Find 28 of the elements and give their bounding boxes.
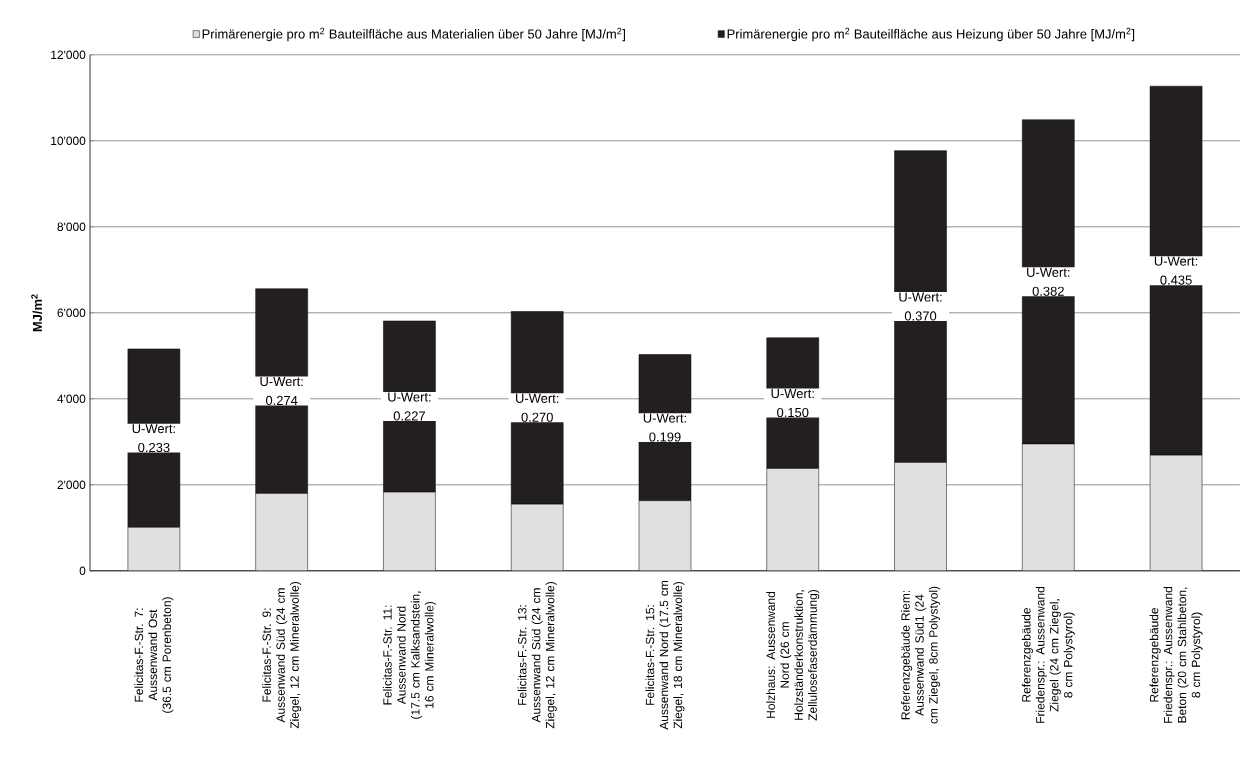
- x-tick-label: Felicitas-F.-Str. 15: Aussenwand Nord (17.5 cm Ziegel, 18 cm Mineralwolle): [645, 581, 685, 730]
- x-tick-label: Referenzgebäude Friedenspr.: Aussenwand Ziegel (24 cm Ziegel, 8 cm Polystyrol): [1021, 587, 1075, 723]
- legend-label: Primärenergie pro m$^{2}$ Bauteilfläche aus Heizung über 50 Jahre [MJ/m$^{2}$]: [727, 27, 1135, 42]
- y-tick-label: 10'000: [51, 136, 86, 146]
- text: MJ/m$^{2}$: [31, 294, 43, 332]
- x-tick-label: Referenzgebäude Friedenspr.: Aussenwand Beton (20 cm Stahlbeton, 8 cm Polystyrol): [1149, 587, 1203, 723]
- annotation: U-Wert: 0.370: [899, 292, 942, 321]
- y-tick-label: 0: [79, 566, 86, 576]
- y-tick-label: 12'000: [51, 50, 86, 60]
- y-tick-label: 2'000: [57, 480, 86, 490]
- annotation: U-Wert: 0.150: [771, 389, 814, 418]
- annotation: U-Wert: 0.199: [643, 413, 686, 442]
- annotation: U-Wert: 0.227: [388, 392, 431, 421]
- annotation: U-Wert: 0.435: [1154, 256, 1198, 285]
- annotation: U-Wert: 0.233: [132, 424, 175, 453]
- x-tick-label: Felicitas-F.-Str. 11: Aussenwand Nord (17.5 cm Kalksandstein, 16 cm Mineralwolle): [382, 591, 436, 719]
- annotation: U-Wert: 0.270: [516, 393, 559, 422]
- annotation: U-Wert: 0.274: [260, 377, 303, 406]
- y-tick-label: 6'000: [57, 308, 86, 318]
- x-tick-label: Holzhaus: Aussenwand Nord (26 cm Holzständerkonstruktion, Zellulosefaserdämmung): [766, 589, 820, 721]
- x-tick-label: Felicitas-F.-Str. 9: Aussenwand Süd (24 cm Ziegel, 12 cm Mineralwolle): [262, 582, 302, 729]
- y-tick-label: 8'000: [57, 222, 86, 232]
- x-tick-label: Referenzgebäude Riem: Aussenwand Süd1 (24 cm Ziegel, 8cm Polystyol): [901, 586, 941, 724]
- y-tick-label: 4'000: [57, 394, 86, 404]
- annotation: U-Wert: 0.382: [1027, 267, 1070, 296]
- x-tick-label: Felicitas-F.-Str. 13: Aussenwand Süd (24 cm Ziegel, 12 cm Mineralwolle): [517, 582, 557, 729]
- legend-label: Primärenergie pro m$^{2}$ Bauteilfläche aus Materialien über 50 Jahre [MJ/m$^{2}$]: [202, 27, 625, 42]
- x-tick-label: Felicitas-F.-Str. 7: Aussenwand Ost (36.5 cm Porenbeton): [134, 597, 174, 713]
